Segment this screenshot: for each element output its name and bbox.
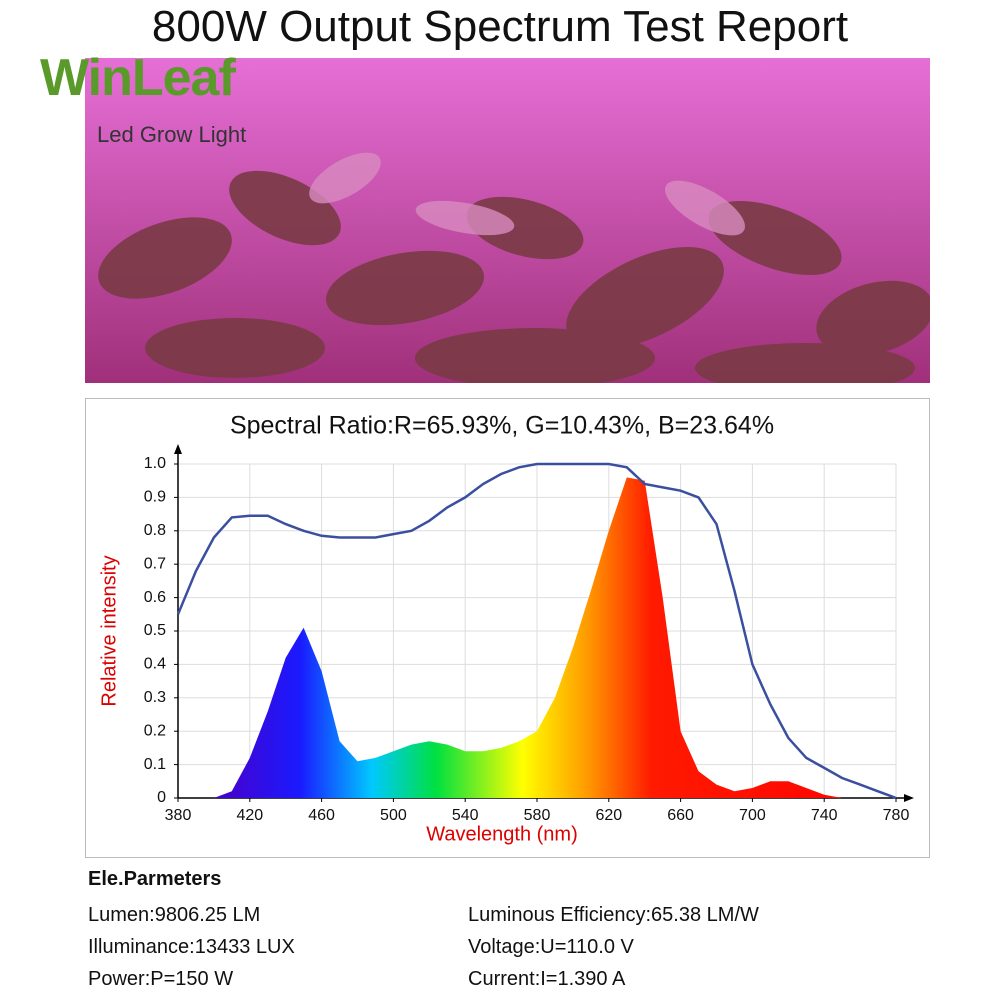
- parameter: Voltage:U=110.0 V: [468, 936, 634, 958]
- chart-frame: Spectral Ratio:R=65.93%, G=10.43%, B=23.…: [85, 398, 930, 858]
- parameter: Lumen:9806.25 LM: [88, 904, 261, 926]
- line: [176, 462, 897, 800]
- spectrum-area: [178, 477, 896, 798]
- x-tick-label: 380: [165, 807, 192, 824]
- x-axis-label: Wavelength (nm): [426, 823, 578, 845]
- x-tick-label: 660: [667, 807, 694, 824]
- y-tick-label: 1.0: [144, 455, 166, 472]
- y-tick-label: 0: [157, 789, 166, 806]
- photo-art: [85, 58, 930, 383]
- chart-title: Spectral Ratio:R=65.93%, G=10.43%, B=23.…: [230, 412, 774, 440]
- brand: WinLeaf: [40, 49, 236, 107]
- parameter: Current:I=1.390 A: [468, 968, 626, 990]
- x-tick-label: 780: [883, 807, 910, 824]
- product-photo: [85, 58, 930, 383]
- y-axis-label: Relative intensity: [98, 555, 120, 706]
- x-tick-label: 620: [595, 807, 622, 824]
- x-axis-arrow: [904, 794, 914, 802]
- parameter: Luminous Efficiency:65.38 LM/W: [468, 904, 759, 926]
- y-tick-label: 0.9: [144, 489, 166, 506]
- y-tick-label: 0.8: [144, 522, 166, 539]
- tagline: Led Grow Light: [97, 122, 247, 147]
- parameter: Power:P=150 W: [88, 968, 234, 990]
- y-tick-label: 0.7: [144, 555, 166, 572]
- x-tick-label: 460: [308, 807, 335, 824]
- y-tick-label: 0.3: [144, 689, 166, 706]
- x-tick-label: 700: [739, 807, 766, 824]
- y-tick-label: 0.6: [144, 589, 166, 606]
- y-axis-arrow: [174, 444, 182, 454]
- y-tick-label: 0.2: [144, 722, 166, 739]
- x-tick-label: 580: [524, 807, 551, 824]
- x-tick-label: 540: [452, 807, 479, 824]
- page-title: 800W Output Spectrum Test Report: [151, 2, 849, 51]
- x-tick-label: 740: [811, 807, 838, 824]
- parameters-heading: Ele.Parmeters: [88, 868, 222, 890]
- parameter: Illuminance:13433 LUX: [88, 936, 295, 958]
- y-tick-label: 0.5: [144, 622, 166, 639]
- x-tick-label: 500: [380, 807, 407, 824]
- x-tick-label: 420: [236, 807, 263, 824]
- chart: Spectral Ratio:R=65.93%, G=10.43%, B=23.…: [98, 412, 914, 845]
- y-tick-label: 0.1: [144, 756, 166, 773]
- y-tick-label: 0.4: [144, 656, 166, 673]
